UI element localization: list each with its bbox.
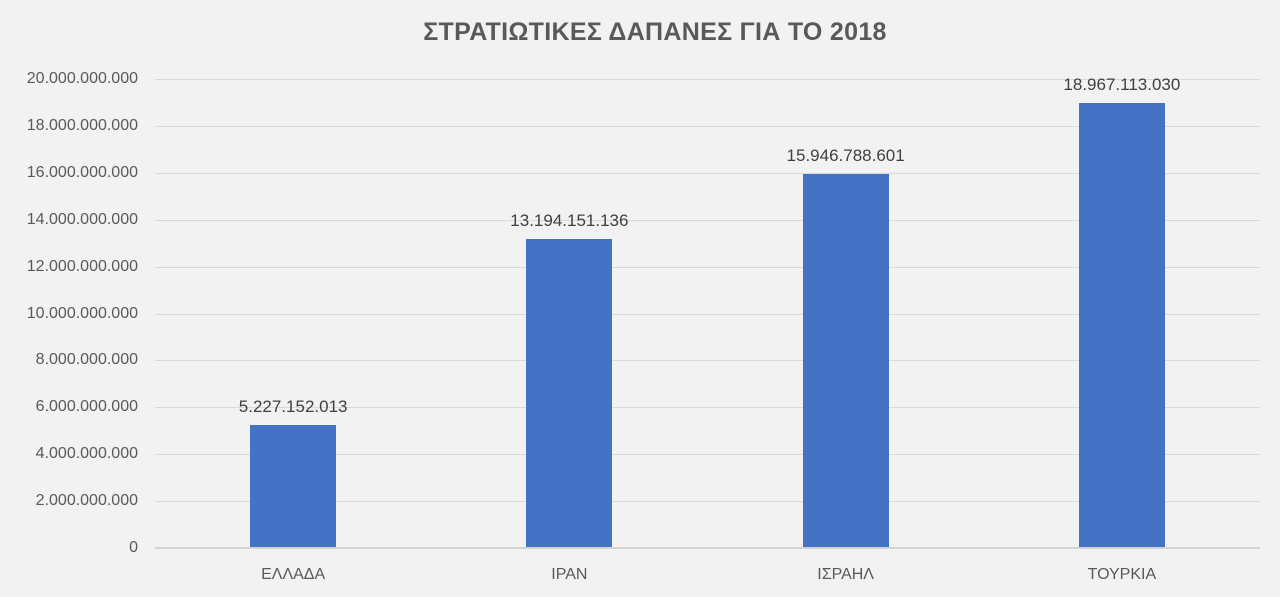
data-label: 18.967.113.030 xyxy=(1063,75,1181,95)
bar xyxy=(250,425,337,547)
gridline xyxy=(155,501,1260,503)
bar xyxy=(1078,103,1165,547)
y-tick-label: 0 xyxy=(129,539,138,556)
bar xyxy=(526,238,613,547)
chart-title: ΣΤΡΑΤΙΩΤΙΚΕΣ ΔΑΠΑΝΕΣ ΓΙΑ ΤΟ 2018 xyxy=(423,18,887,46)
data-label: 15.946.788.601 xyxy=(786,146,905,166)
x-axis-line xyxy=(155,547,1260,549)
plot-area: 5.227.152.013 13.194.151.136 15.946.788.60… xyxy=(155,75,1260,549)
y-tick-label: 14.000.000.000 xyxy=(26,210,138,228)
x-tick-label: ΤΟΥΡΚΙΑ xyxy=(1087,566,1157,583)
x-tick-label: ΕΛΛΑΔΑ xyxy=(261,566,326,583)
bar xyxy=(802,174,889,547)
y-tick-label: 20.000.000.000 xyxy=(26,70,138,87)
y-tick-label: 6.000.000.000 xyxy=(35,398,138,416)
y-tick-label: 10.000.000.000 xyxy=(26,304,138,322)
gridline xyxy=(155,172,1260,174)
x-tick-label: ΙΣΡΑΗΛ xyxy=(817,566,874,583)
y-tick-label: 8.000.000.000 xyxy=(35,351,138,369)
y-tick-label: 4.000.000.000 xyxy=(35,445,138,463)
data-label: 13.194.151.136 xyxy=(510,210,629,230)
y-tick-label: 16.000.000.000 xyxy=(26,163,138,181)
gridline xyxy=(155,125,1260,127)
gridline xyxy=(155,266,1260,268)
y-tick-label: 12.000.000.000 xyxy=(26,257,138,275)
y-tick-label: 18.000.000.000 xyxy=(26,116,138,134)
gridline xyxy=(155,79,1260,80)
gridline xyxy=(155,407,1260,409)
gridline xyxy=(155,454,1260,456)
y-tick-label: 2.000.000.000 xyxy=(35,492,138,510)
gridline xyxy=(155,313,1260,315)
x-tick-label: ΙΡΑΝ xyxy=(551,566,588,583)
gridline xyxy=(155,360,1260,362)
gridline xyxy=(155,219,1260,221)
data-label: 5.227.152.013 xyxy=(238,397,348,417)
